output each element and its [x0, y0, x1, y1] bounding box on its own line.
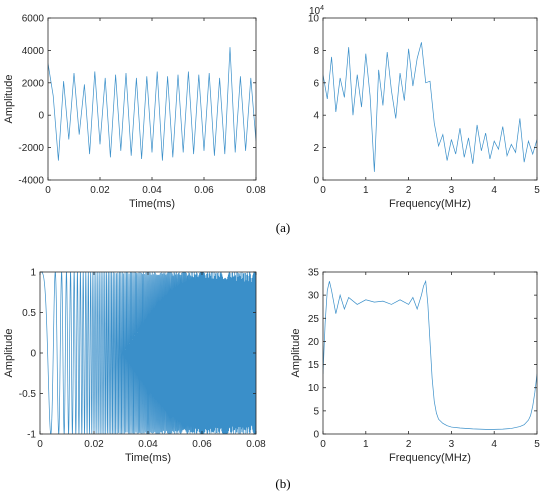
chart-spectrum-a: 0 1 2 3 4 5 0 2 4 6 8 10 Frequency(MHz) [308, 14, 540, 211]
y-tick-label: 4 [313, 111, 319, 122]
y-tick-label: 0.5 [22, 308, 36, 319]
y-tick-label: 15 [308, 360, 320, 371]
y-tick-label: 5 [313, 406, 319, 417]
y-tick-label: 2 [313, 143, 319, 154]
y-tick-label: 0 [313, 176, 319, 187]
x-tick-label: 5 [534, 439, 540, 450]
exponent-base: 10 [309, 6, 321, 17]
y-tick-label: -2000 [18, 143, 44, 154]
chart-time-domain-b: 0 0.02 0.04 0.06 0.08 -1 -0.5 0 0.5 1 Time(ms) Ampl… [3, 268, 266, 465]
series-line [323, 42, 537, 172]
series-line [48, 47, 256, 161]
caption-a: (a) [276, 220, 290, 235]
y-tick-label: 8 [313, 46, 319, 57]
exponent-label: 104 [309, 5, 324, 17]
y-tick-label: 0 [313, 430, 319, 441]
x-tick-label: 4 [491, 185, 497, 196]
plot-frame [322, 271, 538, 435]
y-tick-label: 6000 [22, 14, 45, 25]
y-tick-label: 6 [313, 78, 319, 89]
y-tick-label: 4000 [22, 46, 45, 57]
x-tick-label: 0.08 [246, 439, 266, 450]
y-axis-label: Amplitude [3, 329, 15, 378]
x-axis-label: Time(ms) [125, 452, 171, 464]
x-tick-label: 0.04 [142, 185, 162, 196]
y-tick-label: -4000 [18, 176, 44, 187]
y-axis-label: Amplitude [3, 75, 15, 124]
y-axis-label: Amplitude [290, 329, 302, 378]
plot-frame [322, 17, 538, 181]
x-tick-label: 5 [534, 185, 540, 196]
y-tick-label: 0 [38, 111, 44, 122]
y-tick-label: 25 [308, 314, 320, 325]
x-tick-label: 1 [363, 185, 369, 196]
y-tick-label: 10 [308, 383, 320, 394]
x-tick-label: 0 [320, 185, 326, 196]
series-line [40, 272, 256, 434]
chart-time-domain-a: 0 0.02 0.04 0.06 0.08 -4000 -2000 0 2000 4000 6000… [3, 14, 266, 211]
x-tick-label: 0.06 [192, 439, 212, 450]
y-tick-label: 0 [30, 349, 36, 360]
x-tick-label: 0.04 [138, 439, 158, 450]
x-tick-label: 0.02 [90, 185, 110, 196]
x-tick-label: 0 [45, 185, 51, 196]
y-tick-label: 2000 [22, 78, 45, 89]
x-tick-label: 1 [363, 439, 369, 450]
chart-spectrum-b: 0 1 2 3 4 5 0 5 10 15 20 25 30 35 Frequency(MHz) Amplit… [290, 268, 540, 465]
series-line [323, 279, 537, 430]
x-tick-label: 2 [406, 439, 412, 450]
x-axis-label: Time(ms) [129, 198, 175, 210]
caption-b: (b) [275, 476, 290, 491]
x-axis-label: Frequency(MHz) [389, 452, 471, 464]
y-tick-label: 1 [30, 268, 36, 279]
x-tick-label: 0.06 [194, 185, 214, 196]
exponent-power: 4 [320, 5, 324, 12]
y-tick-label: 10 [308, 14, 320, 25]
y-tick-label: 30 [308, 291, 320, 302]
x-tick-label: 2 [406, 185, 412, 196]
y-tick-label: 35 [308, 268, 320, 279]
plot-frame [47, 17, 257, 181]
x-tick-label: 0 [37, 439, 43, 450]
x-tick-label: 3 [449, 439, 455, 450]
x-tick-label: 0.08 [246, 185, 266, 196]
x-tick-label: 3 [449, 185, 455, 196]
x-axis-label: Frequency(MHz) [389, 198, 471, 210]
y-tick-label: -0.5 [19, 389, 37, 400]
x-tick-label: 0.02 [84, 439, 104, 450]
x-tick-label: 0 [320, 439, 326, 450]
y-tick-label: -1 [27, 430, 36, 441]
y-tick-label: 20 [308, 337, 320, 348]
x-tick-label: 4 [491, 439, 497, 450]
